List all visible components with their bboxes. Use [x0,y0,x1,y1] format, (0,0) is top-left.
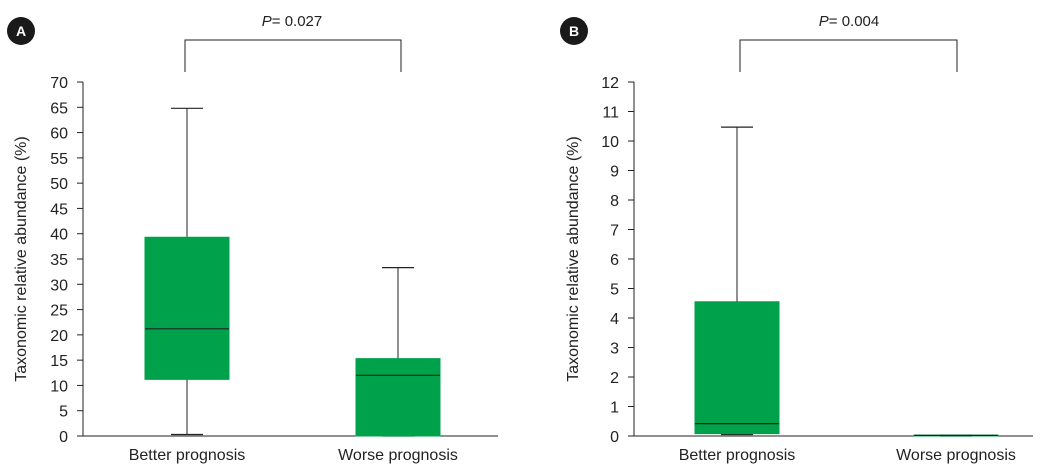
y-axis-label: Taxonomic relative abundance (%) [565,136,582,381]
y-tick-label: 4 [610,311,619,328]
panel-badge [7,17,35,45]
box-iqr [694,301,780,435]
y-tick-label: 20 [50,328,68,345]
y-tick-label: 7 [610,223,619,240]
y-axis-label: Taxonomic relative abundance (%) [13,136,30,381]
panel-badge [560,17,588,45]
y-tick-label: 55 [50,151,68,168]
y-tick-label: 6 [610,252,619,269]
p-symbol: P [262,13,272,30]
y-tick-label: 15 [50,353,68,370]
p-symbol: P [819,13,829,30]
y-tick-label: 3 [610,341,619,358]
p-value: = 0.004 [829,13,879,30]
y-tick-label: 11 [602,105,619,122]
category-label: Worse prognosis [338,447,458,464]
y-tick-label: 70 [50,75,68,92]
box-iqr [144,236,230,380]
y-tick-label: 40 [50,227,68,244]
y-tick-label: 45 [50,201,68,218]
panel-label: A [16,23,26,39]
y-tick-label: 35 [50,252,68,269]
box-iqr [355,358,441,437]
y-tick-label: 1 [610,400,619,417]
y-tick-label: 30 [50,277,68,294]
box-worse-prognosis [913,434,999,437]
y-tick-label: 2 [610,370,619,387]
box-worse-prognosis [355,266,441,437]
y-tick-label: 65 [50,100,68,117]
y-tick-label: 9 [610,164,619,181]
y-tick-label: 5 [610,282,619,299]
y-tick-label: 0 [610,429,619,446]
category-label: Worse prognosis [896,447,1016,464]
y-tick-label: 12 [601,75,619,92]
significance-bracket [184,39,402,72]
category-label: Better prognosis [129,447,246,464]
category-label: Better prognosis [679,447,796,464]
p-value-label: P= 0.027 [262,13,322,30]
y-tick-label: 5 [59,404,68,421]
p-value: = 0.027 [272,13,322,30]
y-tick-label: 10 [50,378,68,395]
y-tick-label: 50 [50,176,68,193]
p-value-label: P= 0.004 [819,13,879,30]
significance-bracket [739,39,958,72]
y-tick-label: 25 [50,303,68,320]
y-tick-label: 60 [50,126,68,143]
y-tick-label: 0 [59,429,68,446]
y-tick-label: 8 [610,193,619,210]
box-better-prognosis [144,107,230,436]
panel-label: B [569,23,579,39]
panel-a: A 0 5 10 15 20 25 30 35 40 45 50 55 60 65 70 Taxonomic r… [7,13,498,464]
box-better-prognosis [694,126,780,436]
y-tick-label: 10 [601,134,619,151]
